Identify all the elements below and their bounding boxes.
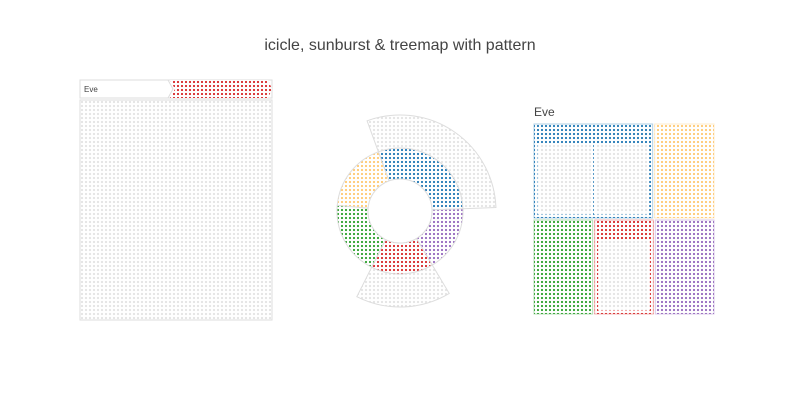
treemap-cell[interactable]: [654, 219, 715, 315]
treemap-cell[interactable]: [533, 219, 594, 315]
treemap-cell[interactable]: [654, 123, 715, 219]
icicle-path-label: Eve: [84, 85, 98, 94]
treemap-chart[interactable]: Eve: [533, 105, 715, 315]
sunburst-chart[interactable]: [336, 114, 497, 308]
icicle-pathbar-segment[interactable]: [170, 80, 272, 98]
sunburst-center[interactable]: [367, 178, 433, 244]
chart-title: icicle, sunburst & treemap with pattern: [264, 37, 535, 54]
icicle-pathbar-root[interactable]: [79, 79, 174, 99]
icicle-node[interactable]: [79, 99, 273, 321]
treemap-root-label: Eve: [534, 105, 555, 119]
sunburst-outer-slice[interactable]: [356, 264, 450, 308]
treemap-child-cell[interactable]: [593, 143, 650, 215]
sunburst-outer-slice[interactable]: [366, 114, 497, 210]
treemap-child-cell[interactable]: [598, 239, 650, 311]
icicle-chart[interactable]: Eve: [79, 79, 273, 321]
treemap-child-cell[interactable]: [537, 143, 593, 215]
